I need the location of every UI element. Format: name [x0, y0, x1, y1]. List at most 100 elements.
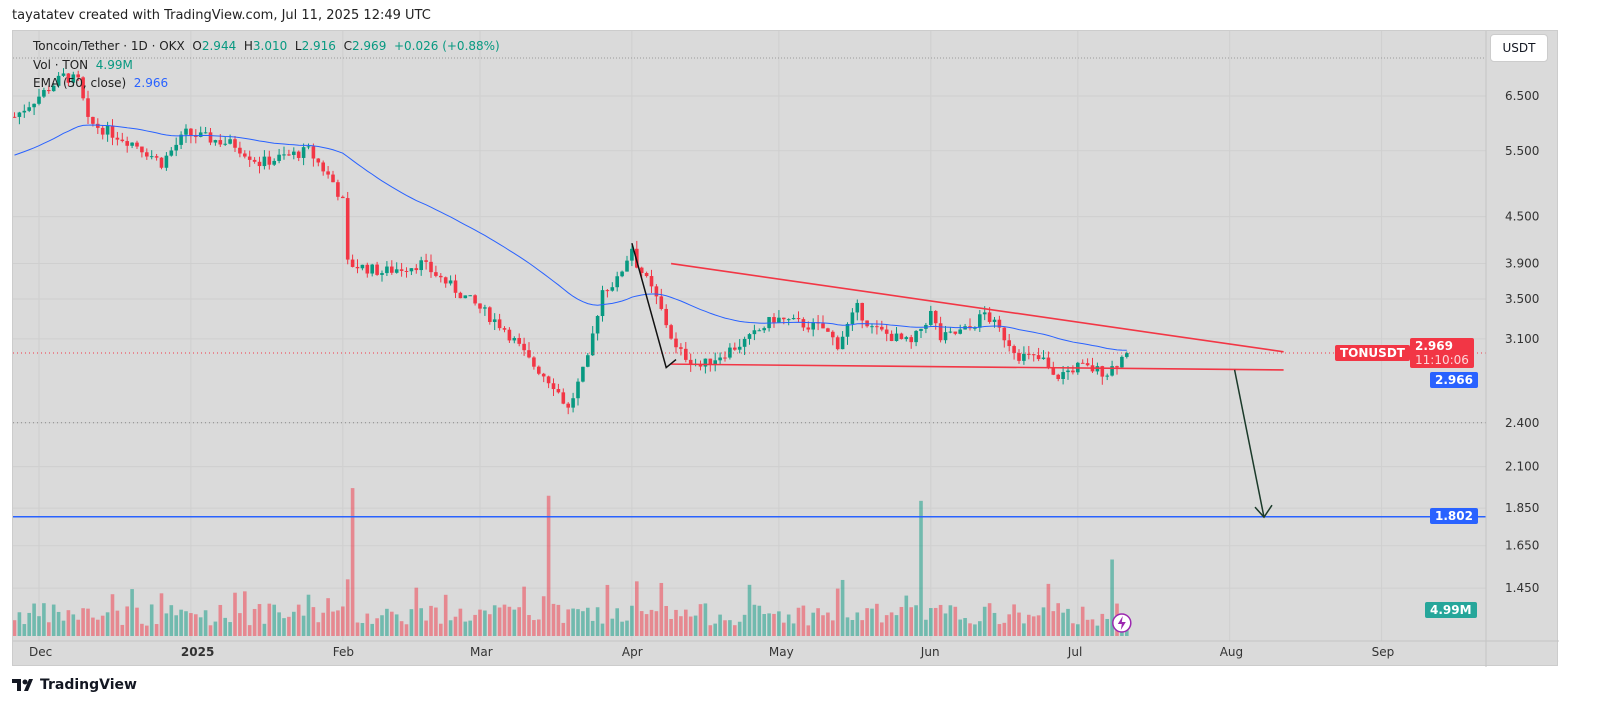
candle-body	[1120, 356, 1124, 368]
volume-bar	[600, 623, 605, 636]
candle-body	[835, 337, 840, 350]
candle-body	[341, 196, 345, 199]
candle-body	[296, 151, 301, 158]
volume-bar	[512, 609, 517, 636]
volume-bar	[81, 608, 85, 636]
candle-body	[247, 156, 252, 160]
candle-body	[850, 312, 855, 324]
volume-bar	[654, 611, 659, 636]
price-chart[interactable]: 6.500 5.500 4.500 3.900 3.500 3.100 2.400 2.100…	[12, 30, 1559, 667]
candle-body	[365, 264, 370, 274]
volume-bar	[767, 613, 771, 636]
volume-bar	[22, 624, 27, 636]
candle-body	[375, 264, 379, 275]
candle-body	[982, 312, 987, 315]
volume-bar	[590, 620, 595, 636]
volume-bar	[223, 617, 227, 636]
volume-bar	[831, 620, 835, 636]
volume-bar	[17, 612, 22, 636]
candle-body	[453, 280, 458, 293]
candle-body	[223, 143, 227, 145]
volume-bar	[620, 621, 624, 636]
chart-canvas[interactable]: 6.500 5.500 4.500 3.900 3.500 3.100 2.400 2.100…	[13, 31, 1559, 667]
candle-body	[703, 358, 708, 367]
candle-body	[973, 327, 977, 329]
candle-body	[929, 310, 933, 325]
volume-bar	[870, 608, 874, 636]
candle-body	[66, 73, 71, 83]
volume-bar	[796, 607, 801, 636]
tradingview-logo[interactable]: TradingView	[12, 677, 137, 693]
volume-bar	[703, 603, 708, 636]
candle-body	[688, 359, 693, 365]
x-tick-label: Jun	[920, 645, 940, 659]
volume-bar	[1061, 612, 1065, 636]
candle-body	[1007, 340, 1011, 347]
candle-body	[198, 132, 203, 137]
volume-bar	[37, 616, 41, 636]
candle-body	[855, 302, 860, 313]
candle-body	[742, 338, 747, 347]
candle-body	[1027, 353, 1031, 355]
candle-body	[826, 328, 830, 332]
volume-bar	[32, 603, 36, 636]
candle-body	[757, 330, 762, 332]
volume-bar	[747, 584, 752, 636]
candle-body	[238, 147, 242, 154]
candle-body	[282, 154, 286, 156]
candle-body	[899, 333, 904, 340]
candle-body	[13, 116, 17, 118]
candle-body	[458, 292, 463, 299]
volume-bar	[733, 625, 737, 636]
volume-bar	[889, 612, 894, 636]
volume-bar	[154, 624, 159, 636]
candle-body	[537, 366, 541, 374]
volume-bar	[1022, 623, 1026, 636]
volume-bar	[483, 610, 487, 636]
volume-bar	[164, 613, 169, 636]
volume-bar	[933, 607, 938, 636]
volume-bar	[826, 612, 830, 636]
volume-bar	[816, 608, 820, 636]
volume-bar	[355, 622, 360, 636]
volume-bar	[576, 609, 580, 636]
candle-body	[404, 270, 409, 272]
candle-body	[1002, 327, 1007, 341]
volume-bar	[105, 612, 110, 636]
volume-bar	[566, 609, 570, 636]
candle-body	[586, 355, 590, 367]
volume-bar	[409, 609, 414, 636]
volume-bar	[243, 591, 247, 636]
candle-body	[125, 141, 129, 146]
currency-button[interactable]: USDT	[1490, 34, 1548, 62]
candle-body	[987, 312, 992, 322]
candle-body	[414, 268, 419, 271]
y-tick-label: 1.650	[1505, 539, 1539, 553]
candle-body	[350, 259, 355, 267]
candle-body	[620, 271, 624, 277]
candle-body	[541, 373, 546, 377]
candle-body	[723, 357, 727, 359]
volume-bar	[693, 615, 698, 636]
candle-body	[448, 280, 453, 284]
candle-body	[233, 139, 237, 148]
candle-body	[1031, 354, 1036, 356]
candle-body	[875, 326, 879, 328]
candle-body	[811, 322, 815, 330]
volume-bar	[973, 624, 977, 636]
volume-bar	[684, 609, 688, 636]
volume-bar	[1002, 622, 1007, 636]
volume-bar	[1066, 608, 1070, 636]
candle-body	[96, 123, 100, 128]
candle-body	[831, 331, 835, 338]
volume-legend[interactable]: Vol · TON 4.99M	[33, 58, 133, 72]
candle-body	[492, 319, 497, 322]
volume-bar	[938, 604, 943, 636]
candle-body	[355, 266, 360, 269]
candle-body	[292, 151, 296, 155]
candle-body	[478, 303, 482, 309]
ema-legend[interactable]: EMA (50, close) 2.966	[33, 76, 168, 90]
bar-countdown: 11:10:06	[1415, 353, 1469, 367]
volume-bar	[311, 607, 316, 636]
volume-bar	[125, 606, 129, 636]
